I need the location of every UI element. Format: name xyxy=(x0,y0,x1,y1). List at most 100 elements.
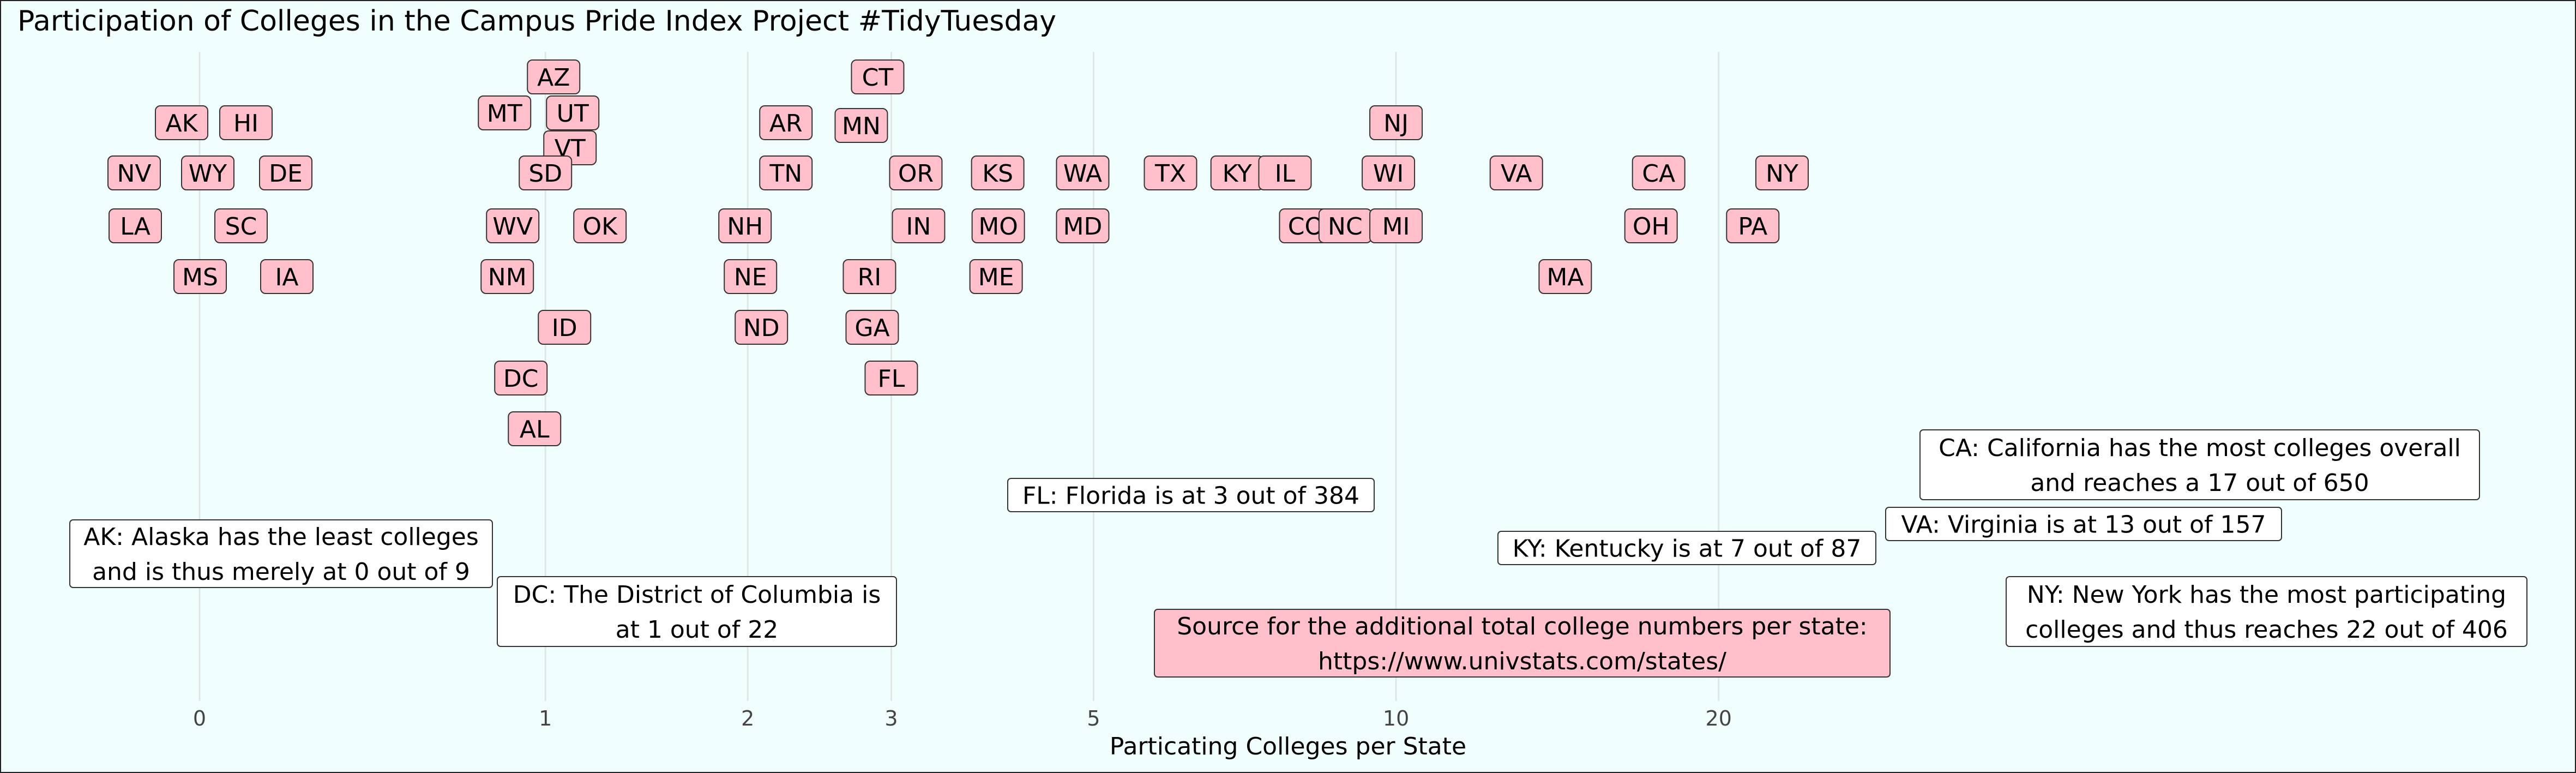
state-label-text: NV xyxy=(117,160,151,188)
state-label-text: NC xyxy=(1328,213,1363,241)
state-label-dc: DC xyxy=(494,361,548,396)
state-label-oh: OH xyxy=(1624,208,1678,243)
state-label-box xyxy=(546,95,600,130)
x-axis-ticks: 0 1 2 3 5 10 20 xyxy=(193,706,1732,730)
state-label-de: DE xyxy=(259,155,312,190)
state-label-wv: WV xyxy=(486,208,540,243)
state-label-box xyxy=(892,208,946,243)
state-label-ks: KS xyxy=(971,155,1025,190)
state-label-or: OR xyxy=(889,155,943,190)
state-label-nc: NC xyxy=(1318,208,1372,243)
state-label-box xyxy=(494,361,548,396)
annotation-source: Source for the additional total college … xyxy=(1154,609,1891,678)
state-label-box xyxy=(1369,105,1423,140)
state-label-box xyxy=(107,155,161,190)
state-label-box xyxy=(259,155,312,190)
state-label-text: WY xyxy=(189,160,227,188)
x-tick-label: 20 xyxy=(1706,706,1732,730)
annotation-line: at 1 out of 22 xyxy=(616,616,779,644)
state-label-text: DC xyxy=(503,365,539,393)
state-label-box xyxy=(834,108,888,143)
state-label-text: IN xyxy=(906,213,931,241)
state-label-fl: FL xyxy=(864,361,918,396)
state-label-box xyxy=(527,59,581,94)
state-label-in: IN xyxy=(892,208,946,243)
state-label-text: LA xyxy=(120,213,151,241)
state-label-box xyxy=(260,259,314,294)
state-label-box xyxy=(1143,155,1197,190)
state-label-text: RI xyxy=(858,263,882,291)
state-label-text: CA xyxy=(1642,160,1675,188)
state-label-text: KY xyxy=(1223,160,1252,188)
state-label-box xyxy=(155,105,208,140)
annotation-box xyxy=(69,519,493,588)
annotation-line: and is thus merely at 0 out of 9 xyxy=(92,558,470,586)
state-label-ri: RI xyxy=(842,259,896,294)
state-label-box xyxy=(508,411,562,446)
state-label-ct: CT xyxy=(851,59,905,94)
state-label-text: MT xyxy=(487,100,522,128)
state-label-ma: MA xyxy=(1538,259,1592,294)
state-label-ms: MS xyxy=(173,259,227,294)
state-label-text: NJ xyxy=(1383,110,1409,137)
state-label-box xyxy=(864,361,918,396)
annotation-line: DC: The District of Columbia is xyxy=(513,581,881,609)
annotation-kentucky: KY: Kentucky is at 7 out of 87 xyxy=(1497,531,1876,565)
state-label-box xyxy=(1258,155,1312,190)
state-label-text: TN xyxy=(769,160,802,188)
state-label-text: GA xyxy=(854,314,889,342)
state-label-box xyxy=(478,95,532,130)
x-tick-label: 2 xyxy=(741,706,754,730)
state-label-text: KS xyxy=(982,160,1013,188)
state-label-text: MO xyxy=(978,213,1018,241)
state-label-box xyxy=(486,208,540,243)
state-label-me: ME xyxy=(969,259,1023,294)
state-label-box xyxy=(1755,155,1809,190)
state-label-text: HI xyxy=(233,110,258,137)
state-label-ky: KY xyxy=(1210,155,1264,190)
state-label-text: CT xyxy=(862,64,894,92)
x-tick-label: 5 xyxy=(1087,706,1100,730)
annotation-line: CA: California has the most colleges ove… xyxy=(1939,434,2461,462)
annotation-line: colleges and thus reaches 22 out of 406 xyxy=(2025,616,2508,644)
state-label-text: TX xyxy=(1154,160,1186,188)
state-label-box xyxy=(480,259,534,294)
state-label-box xyxy=(1369,208,1423,243)
state-label-text: NM xyxy=(488,263,527,291)
annotation-line: and reaches a 17 out of 650 xyxy=(2030,469,2369,497)
annotation-line: NY: New York has the most participating xyxy=(2027,581,2506,609)
state-label-text: MA xyxy=(1546,263,1584,291)
state-label-mn: MN xyxy=(834,108,888,143)
annotation-box xyxy=(1919,429,2480,500)
state-label-box xyxy=(735,310,789,345)
state-label-text: AL xyxy=(520,416,550,444)
annotation-new-york: NY: New York has the most participating c… xyxy=(2006,576,2527,647)
state-label-box xyxy=(1624,208,1678,243)
state-label-mt: MT xyxy=(478,95,532,130)
state-label-nh: NH xyxy=(718,208,772,243)
state-label-ny: NY xyxy=(1755,155,1809,190)
state-label-text: OR xyxy=(898,160,934,188)
state-label-ak: AK xyxy=(155,105,208,140)
state-label-text: IA xyxy=(275,263,298,291)
state-label-nv: NV xyxy=(107,155,161,190)
state-label-box xyxy=(845,310,899,345)
annotation-alaska: AK: Alaska has the least colleges and is … xyxy=(69,519,493,588)
state-label-text: NE xyxy=(734,263,767,291)
state-label-box xyxy=(842,259,896,294)
annotation-box xyxy=(1497,531,1876,565)
state-label-text: WA xyxy=(1063,160,1102,188)
state-label-wy: WY xyxy=(181,155,234,190)
annotation-line: https://www.univstats.com/states/ xyxy=(1318,648,1726,675)
state-label-sd: SD xyxy=(519,155,573,190)
state-label-pa: PA xyxy=(1726,208,1780,243)
state-label-text: DE xyxy=(269,160,303,188)
state-label-box xyxy=(971,208,1025,243)
state-label-text: FL xyxy=(878,365,905,393)
state-label-box xyxy=(1489,155,1543,190)
state-label-box xyxy=(1632,155,1686,190)
state-label-text: MD xyxy=(1063,213,1103,241)
x-tick-label: 3 xyxy=(884,706,898,730)
state-label-box xyxy=(1362,155,1416,190)
state-label-box xyxy=(538,310,592,345)
